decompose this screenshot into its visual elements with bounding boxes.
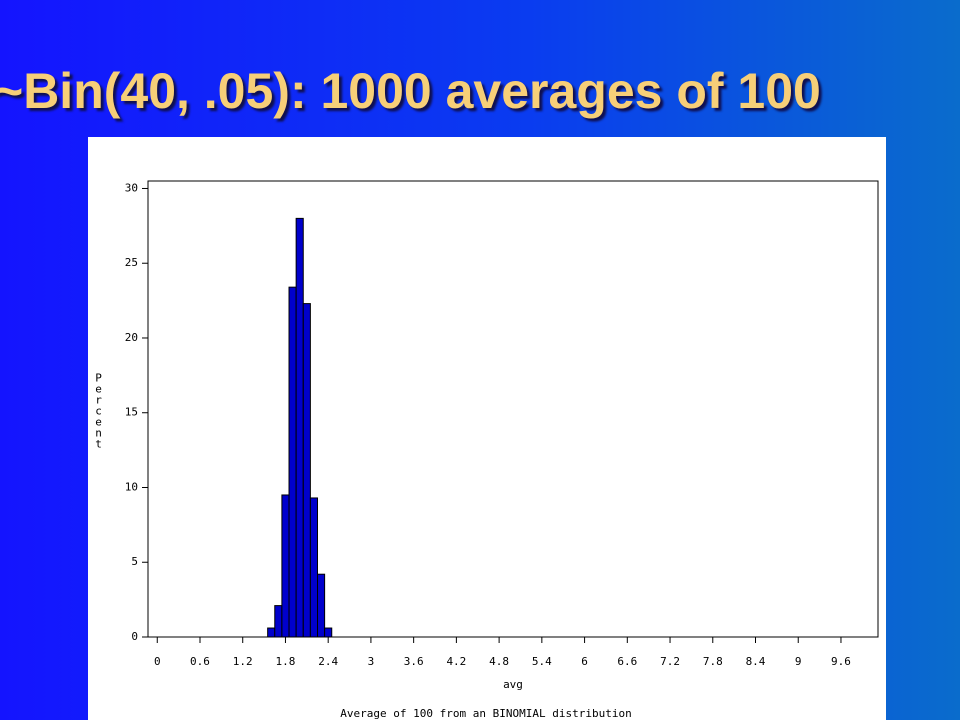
bar xyxy=(295,217,304,638)
plot-frame xyxy=(147,180,879,638)
x-tick-label: 6 xyxy=(581,655,588,668)
x-tick-label: 7.8 xyxy=(703,655,723,668)
bar xyxy=(302,303,311,638)
y-tick-label: 30 xyxy=(125,181,138,194)
bar xyxy=(288,286,297,638)
x-tick-label: 6.6 xyxy=(617,655,637,668)
x-tick-label: 5.4 xyxy=(532,655,552,668)
x-tick-label: 4.2 xyxy=(446,655,466,668)
x-tick-label: 3 xyxy=(368,655,375,668)
bar xyxy=(274,605,283,638)
x-tick-label: 4.8 xyxy=(489,655,509,668)
y-tick-label: 15 xyxy=(125,406,138,419)
x-tick-label: 0 xyxy=(154,655,161,668)
y-tick-label: 25 xyxy=(125,256,138,269)
x-tick-label: 2.4 xyxy=(318,655,338,668)
chart-panel xyxy=(88,137,886,720)
y-tick-label: 0 xyxy=(131,630,138,643)
y-tick-label: 20 xyxy=(125,331,138,344)
bar xyxy=(267,627,276,638)
bar xyxy=(309,497,319,638)
x-tick-label: 3.6 xyxy=(404,655,424,668)
bar xyxy=(281,494,290,638)
x-tick-label: 0.6 xyxy=(190,655,210,668)
x-axis-label: avg xyxy=(503,678,523,691)
bar xyxy=(317,573,326,638)
x-tick-label: 8.4 xyxy=(746,655,766,668)
slide-title: ~Bin(40, .05): 1000 averages of 100 xyxy=(0,63,821,119)
y-tick-label: 5 xyxy=(131,555,138,568)
x-tick-label: 1.2 xyxy=(233,655,253,668)
x-tick-label: 1.8 xyxy=(276,655,296,668)
x-tick-label: 7.2 xyxy=(660,655,680,668)
bar xyxy=(324,627,333,638)
x-tick-label: 9 xyxy=(795,655,802,668)
caption: Average of 100 from an BINOMIAL distribu… xyxy=(340,707,631,720)
x-tick-label: 9.6 xyxy=(831,655,851,668)
y-tick-label: 10 xyxy=(125,480,138,493)
y-axis-label: Percent xyxy=(92,372,105,449)
